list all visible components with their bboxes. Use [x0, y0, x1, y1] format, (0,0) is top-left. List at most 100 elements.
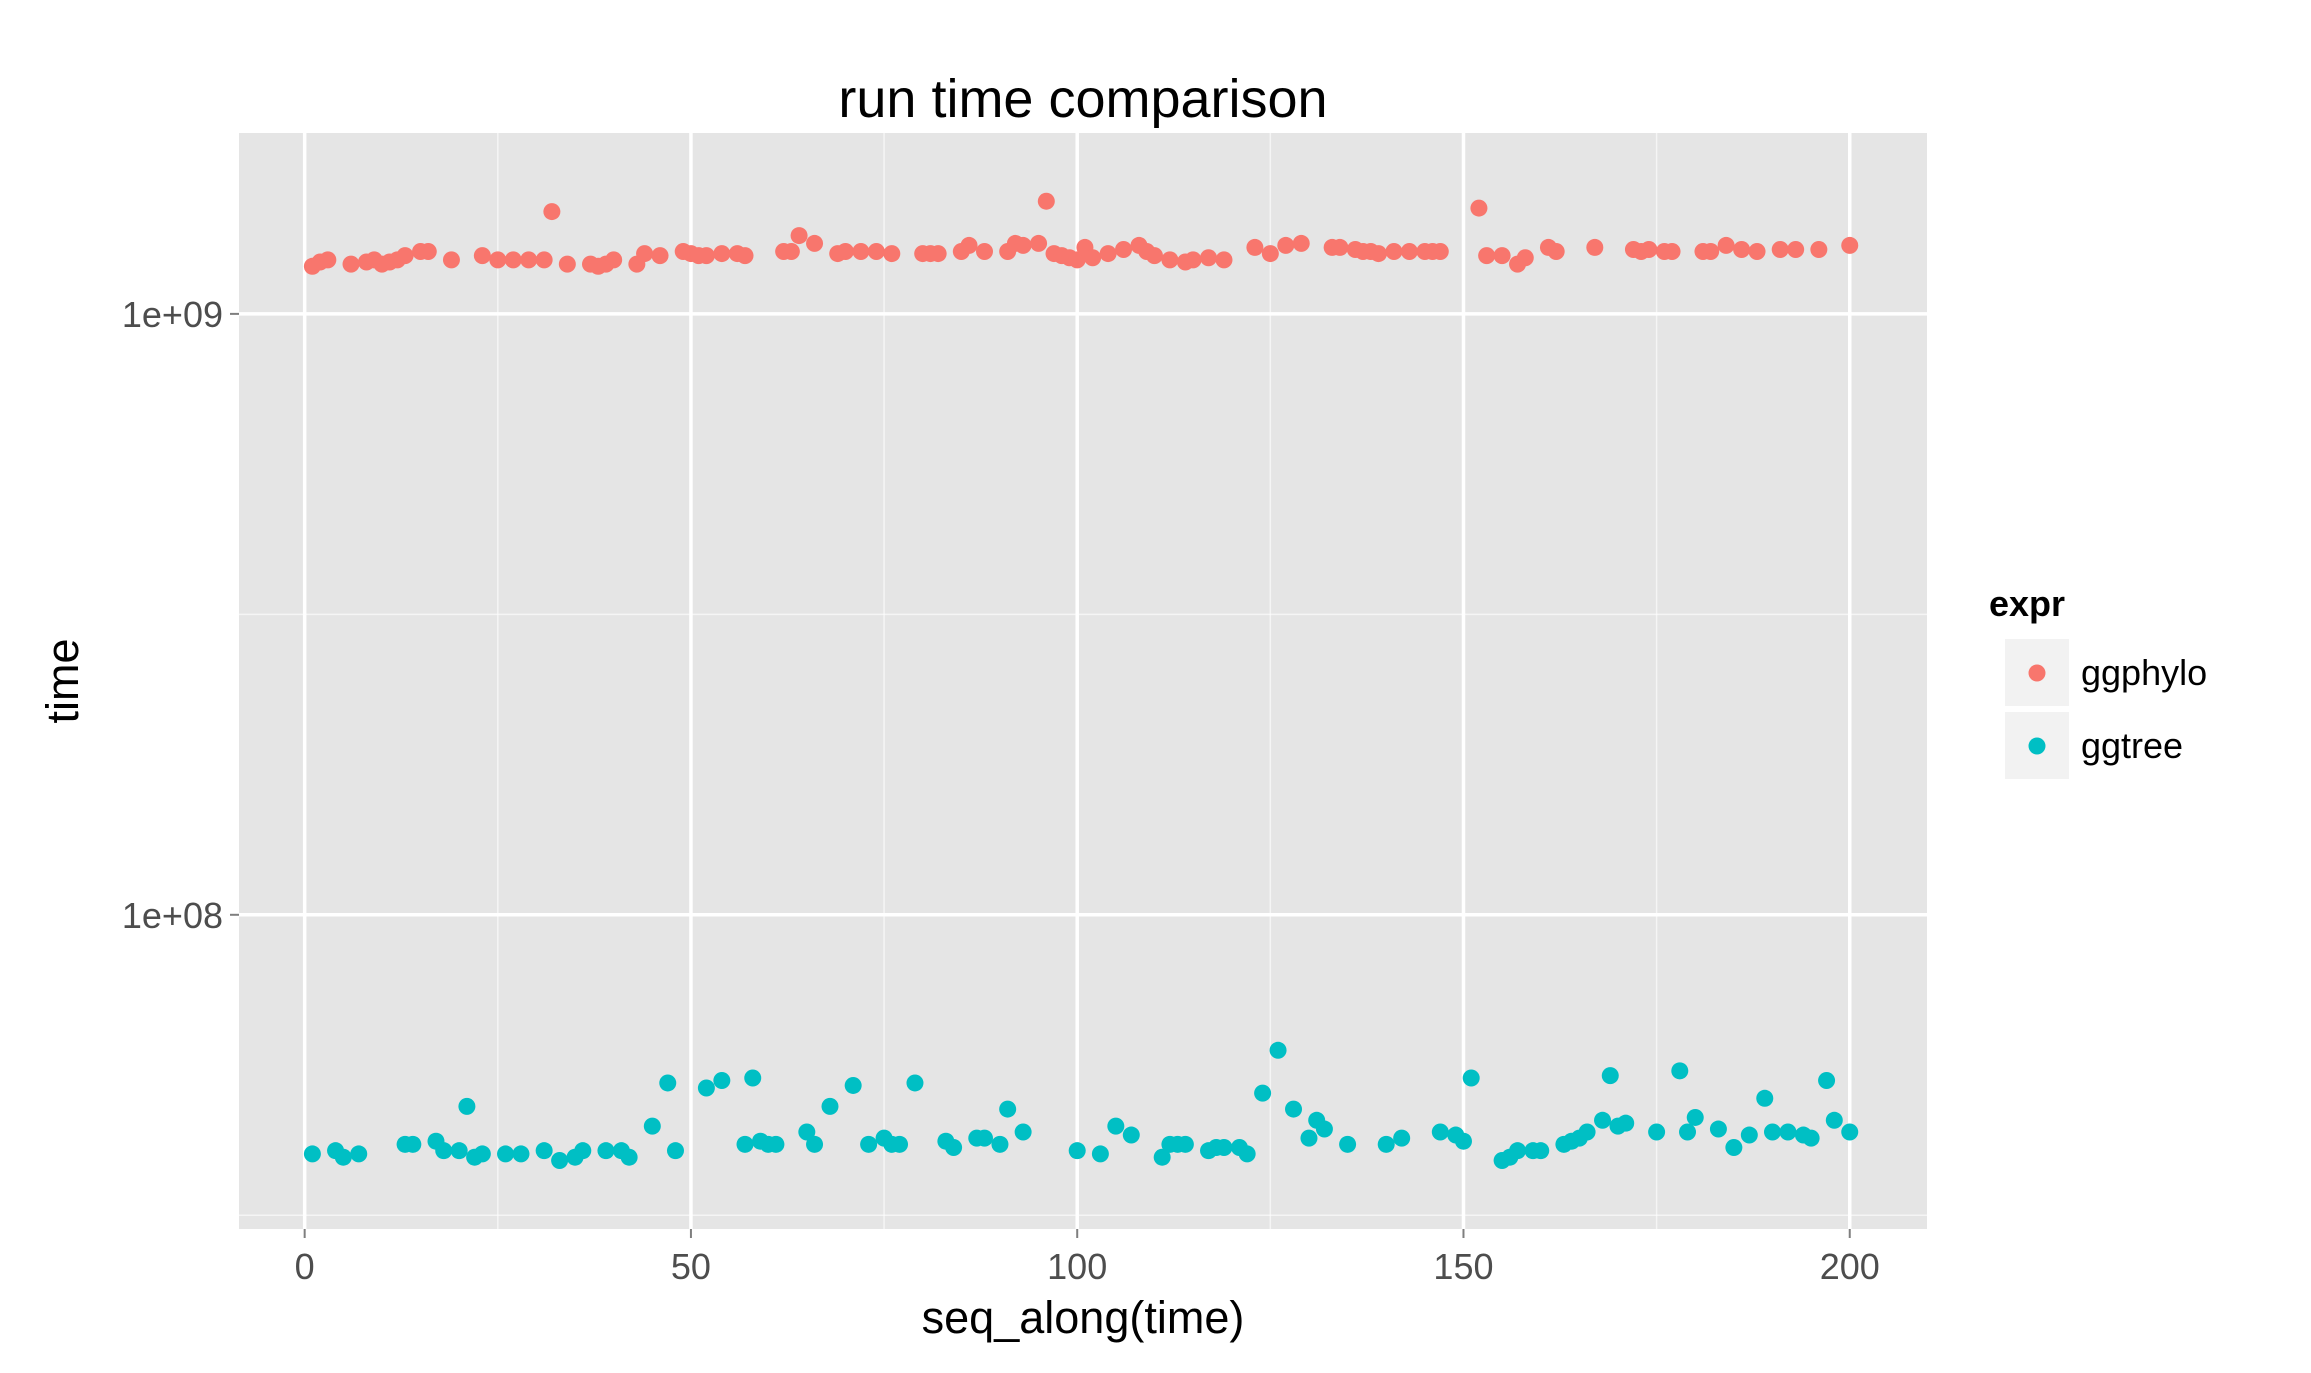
data-point-ggphylo — [1161, 251, 1179, 269]
data-point-ggphylo — [1547, 243, 1565, 261]
data-point-ggtree — [860, 1135, 878, 1153]
data-point-ggphylo — [1068, 251, 1086, 269]
data-point-ggtree — [512, 1145, 530, 1163]
data-point-ggphylo — [504, 251, 522, 269]
data-point-ggphylo — [1640, 240, 1658, 258]
data-point-ggphylo — [1099, 245, 1117, 263]
data-point-ggphylo — [1385, 243, 1403, 261]
data-point-ggphylo — [1369, 245, 1387, 263]
data-point-ggtree — [1068, 1142, 1086, 1160]
data-point-ggtree — [1107, 1117, 1125, 1135]
data-point-ggtree — [620, 1148, 638, 1166]
data-point-ggtree — [1454, 1132, 1472, 1150]
data-point-ggphylo — [782, 243, 800, 261]
data-point-ggtree — [666, 1142, 684, 1160]
data-point-ggtree — [1578, 1123, 1596, 1141]
data-point-ggtree — [798, 1123, 816, 1141]
data-point-ggtree — [744, 1069, 762, 1087]
data-point-ggtree — [303, 1145, 321, 1163]
data-point-ggphylo — [396, 247, 414, 265]
data-point-ggphylo — [1145, 247, 1163, 265]
data-point-ggphylo — [1277, 236, 1295, 254]
data-point-ggtree — [1285, 1100, 1303, 1118]
data-point-ggphylo — [1014, 236, 1032, 254]
data-point-ggtree — [1725, 1138, 1743, 1156]
data-point-ggtree — [1756, 1089, 1774, 1107]
data-point-ggphylo — [836, 243, 854, 261]
data-point-ggphylo — [558, 255, 576, 273]
data-point-ggtree — [1686, 1108, 1704, 1126]
data-point-ggtree — [535, 1142, 553, 1160]
data-point-ggtree — [1339, 1135, 1357, 1153]
data-point-ggtree — [1648, 1123, 1666, 1141]
data-point-ggphylo — [535, 251, 553, 269]
data-point-ggtree — [1779, 1123, 1797, 1141]
data-point-ggtree — [736, 1135, 754, 1153]
data-point-ggphylo — [1810, 240, 1828, 258]
data-point-ggphylo — [976, 243, 994, 261]
x-tick-label: 100 — [1047, 1246, 1107, 1287]
data-point-ggphylo — [319, 251, 337, 269]
data-point-ggtree — [659, 1074, 677, 1092]
data-point-ggphylo — [697, 247, 715, 265]
x-axis-title: seq_along(time) — [922, 1292, 1245, 1343]
data-point-ggphylo — [883, 245, 901, 263]
data-point-ggphylo — [806, 234, 824, 252]
data-point-ggtree — [574, 1142, 592, 1160]
chart-title: run time comparison — [838, 69, 1327, 129]
data-point-ggphylo — [1493, 247, 1511, 265]
data-point-ggphylo — [1084, 249, 1102, 267]
data-point-ggphylo — [1246, 238, 1264, 256]
data-point-ggphylo — [419, 243, 437, 261]
data-point-ggphylo — [1586, 238, 1604, 256]
data-point-ggphylo — [473, 247, 491, 265]
data-point-ggphylo — [1717, 236, 1735, 254]
data-point-ggphylo — [1431, 243, 1449, 261]
data-point-ggphylo — [1215, 251, 1233, 269]
data-point-ggtree — [1532, 1142, 1550, 1160]
data-point-ggphylo — [342, 255, 360, 273]
data-point-ggtree — [1763, 1123, 1781, 1141]
data-point-ggphylo — [852, 243, 870, 261]
data-point-ggphylo — [1771, 240, 1789, 258]
data-point-ggphylo — [543, 203, 561, 221]
data-point-ggphylo — [636, 245, 654, 263]
legend-label-ggtree: ggtree — [2081, 725, 2183, 766]
data-point-ggtree — [450, 1142, 468, 1160]
data-point-ggtree — [597, 1142, 615, 1160]
data-point-ggtree — [713, 1071, 731, 1089]
y-axis-title: time — [37, 638, 88, 723]
data-point-ggtree — [1594, 1111, 1612, 1129]
data-point-ggtree — [473, 1145, 491, 1163]
data-point-ggtree — [1802, 1129, 1820, 1147]
data-point-ggtree — [991, 1135, 1009, 1153]
data-point-ggtree — [1014, 1123, 1032, 1141]
data-point-ggtree — [1238, 1145, 1256, 1163]
data-point-ggtree — [1176, 1135, 1194, 1153]
data-point-ggtree — [891, 1135, 909, 1153]
data-point-ggtree — [999, 1100, 1017, 1118]
data-point-ggphylo — [442, 251, 460, 269]
data-point-ggphylo — [929, 245, 947, 263]
data-point-ggphylo — [1200, 249, 1218, 267]
data-point-ggphylo — [1184, 251, 1202, 269]
data-point-ggtree — [435, 1142, 453, 1160]
data-point-ggphylo — [867, 243, 885, 261]
y-tick-label: 1e+08 — [122, 895, 223, 936]
data-point-ggtree — [976, 1129, 994, 1147]
data-point-ggphylo — [736, 247, 754, 265]
data-point-ggphylo — [1037, 192, 1055, 210]
data-point-ggtree — [350, 1145, 368, 1163]
data-points — [303, 192, 1859, 1170]
data-point-ggtree — [1462, 1069, 1480, 1087]
data-point-ggtree — [497, 1145, 515, 1163]
data-point-ggtree — [1215, 1138, 1233, 1156]
data-point-ggphylo — [790, 227, 808, 245]
x-tick-label: 200 — [1820, 1246, 1880, 1287]
legend-marker-ggtree — [2028, 737, 2046, 755]
legend-marker-ggphylo — [2028, 664, 2046, 682]
legend-items: ggphylo ggtree — [2003, 637, 2207, 781]
data-point-ggphylo — [1292, 234, 1310, 252]
y-tick-label: 1e+09 — [122, 294, 223, 335]
